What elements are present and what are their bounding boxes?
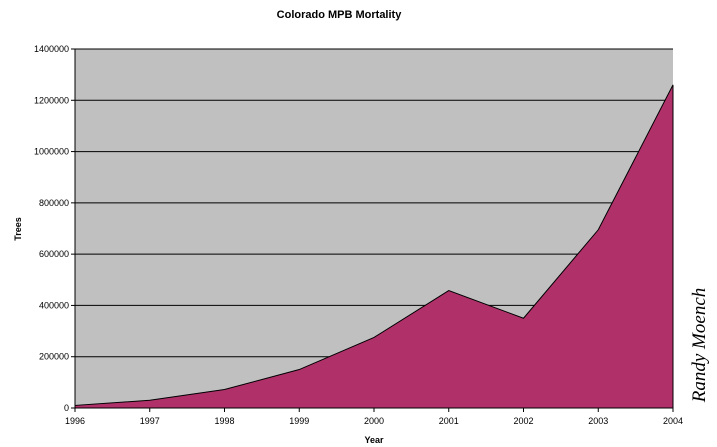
y-tick-label: 0 [64,403,69,413]
y-axis-label: Trees [13,217,23,241]
x-tick-label: 1998 [214,416,234,426]
y-tick-label: 600000 [39,249,69,259]
area-series [74,84,674,409]
x-tick-label: 2000 [364,416,384,426]
x-axis-tick-labels: 1996 1997 1998 1999 2000 2001 2002 2003 2004 [65,408,683,426]
x-tick-label: 1996 [65,416,85,426]
y-tick-label: 800000 [39,198,69,208]
y-tick-label: 1000000 [34,147,69,157]
y-tick-label: 1200000 [34,95,69,105]
x-tick-label: 1999 [289,416,309,426]
chart-title: Colorado MPB Mortality [277,9,403,21]
x-axis-label: Year [364,435,384,445]
y-tick-label: 400000 [39,300,69,310]
y-tick-label: 1400000 [34,44,69,54]
photo-credit: Randy Moench [689,288,710,403]
y-axis-tick-labels: 0 200000 400000 600000 800000 1000000 1200000 1… [34,44,75,413]
x-tick-label: 2004 [663,416,683,426]
y-tick-label: 200000 [39,352,69,362]
x-tick-label: 2001 [439,416,459,426]
x-tick-label: 2002 [513,416,533,426]
x-tick-label: 2003 [588,416,608,426]
x-tick-label: 1997 [140,416,160,426]
